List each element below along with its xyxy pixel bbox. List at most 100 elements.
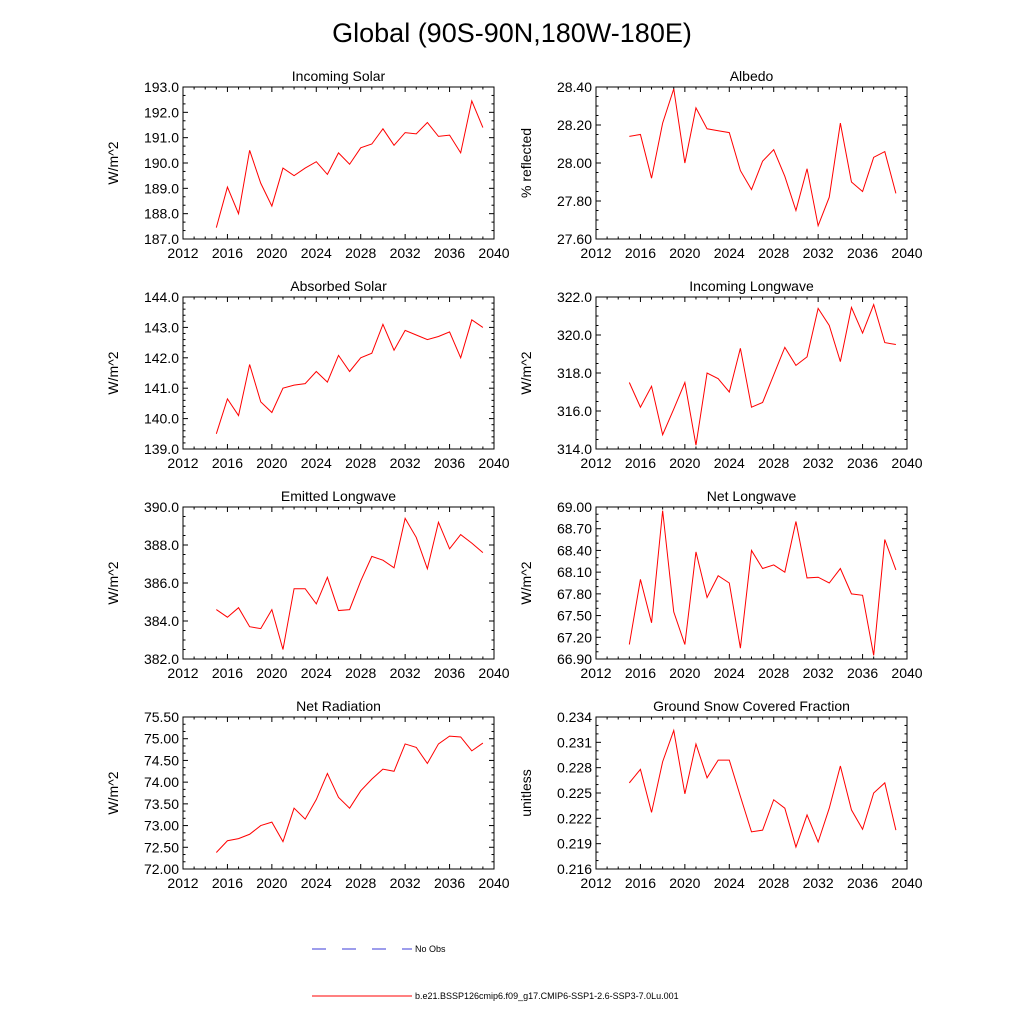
x-tick-label: 2028 [758,245,789,261]
legend: No Obs b.e21.BSSP126cmip6.f09_g17.CMIP6-… [312,944,679,1001]
y-tick-label: 27.60 [557,231,592,247]
y-tick-label: 144.0 [144,289,179,305]
chart-panel: Ground Snow Covered Fraction unitless 2012… [518,698,923,891]
chart-panel: Albedo % reflected 2012 2016 2020 2024 2028 203… [518,68,923,261]
x-tick-label: 2020 [256,455,287,471]
y-axis-label: W/m^2 [105,771,121,814]
x-tick-label: 2016 [212,245,243,261]
legend-obs-label: No Obs [415,944,446,954]
y-tick-label: 190.0 [144,155,179,171]
plot-frame [595,86,908,240]
x-tick-label: 2040 [478,245,509,261]
x-tick-label: 2032 [390,455,421,471]
y-tick-label: 72.00 [144,861,179,877]
x-tick-label: 2012 [167,245,198,261]
y-tick-label: 386.0 [144,575,179,591]
y-tick-label: 189.0 [144,180,179,196]
x-tick-label: 2020 [669,245,700,261]
y-tick-label: 0.225 [557,785,592,801]
y-tick-label: 314.0 [557,441,592,457]
y-tick-label: 68.10 [557,564,592,580]
x-tick-label: 2040 [478,455,509,471]
series-line [628,510,897,656]
x-tick-label: 2024 [301,455,332,471]
x-tick-label: 2020 [256,665,287,681]
panel-title: Incoming Solar [292,68,386,84]
x-tick-label: 2012 [580,875,611,891]
x-tick-label: 2024 [301,875,332,891]
x-tick-label: 2032 [803,875,834,891]
series-line [216,517,484,650]
x-tick-label: 2020 [669,455,700,471]
x-tick-label: 2020 [669,875,700,891]
chart-panel: Net Longwave W/m^2 2012 2016 2020 2024 2028 203… [518,488,923,681]
y-axis-label: W/m^2 [518,561,534,604]
x-tick-label: 2016 [625,875,656,891]
x-tick-label: 2040 [891,665,922,681]
x-tick-label: 2040 [891,245,922,261]
chart-panel: Emitted Longwave W/m^2 2012 2016 2020 2024 202… [105,488,510,681]
panel-title: Incoming Longwave [689,278,814,294]
y-tick-label: 187.0 [144,231,179,247]
y-tick-label: 72.50 [144,839,179,855]
panel-title: Ground Snow Covered Fraction [653,698,850,714]
y-axis-label: % reflected [518,128,534,198]
panels: Incoming Solar W/m^2 2012 2016 2020 2024 2028 2… [105,68,923,891]
y-tick-label: 0.222 [557,810,592,826]
x-tick-label: 2024 [714,875,745,891]
x-tick-label: 2032 [803,245,834,261]
y-tick-label: 67.50 [557,608,592,624]
y-axis-label: W/m^2 [105,351,121,394]
x-tick-label: 2028 [758,455,789,471]
x-tick-label: 2012 [167,665,198,681]
y-axis-label: W/m^2 [105,561,121,604]
chart-panel: Net Radiation W/m^2 2012 2016 2020 2024 2028 20… [105,698,510,891]
x-tick-label: 2036 [434,245,465,261]
x-tick-label: 2036 [847,875,878,891]
plot-frame [182,296,495,450]
x-tick-label: 2024 [301,665,332,681]
y-tick-label: 69.00 [557,499,592,515]
x-tick-label: 2036 [434,455,465,471]
y-tick-label: 68.70 [557,521,592,537]
plot-frame [182,506,495,660]
panel-title: Absorbed Solar [290,278,387,294]
y-tick-label: 316.0 [557,403,592,419]
y-tick-label: 384.0 [144,613,179,629]
x-tick-label: 2036 [847,455,878,471]
x-tick-label: 2040 [891,455,922,471]
x-tick-label: 2024 [301,245,332,261]
y-tick-label: 67.80 [557,586,592,602]
x-tick-label: 2036 [434,875,465,891]
chart-panel: Incoming Longwave W/m^2 2012 2016 2020 2024 20… [518,278,923,471]
x-tick-label: 2012 [580,455,611,471]
y-tick-label: 73.00 [144,818,179,834]
x-tick-label: 2032 [803,665,834,681]
x-tick-label: 2028 [345,245,376,261]
series-line [628,728,897,849]
y-tick-label: 320.0 [557,327,592,343]
x-tick-label: 2012 [167,875,198,891]
series-line [215,99,484,228]
y-tick-label: 139.0 [144,441,179,457]
y-tick-label: 75.00 [144,731,179,747]
x-tick-label: 2040 [891,875,922,891]
legend-model-label: b.e21.BSSP126cmip6.f09_g17.CMIP6-SSP1-2.… [415,991,679,1001]
chart-panel: Absorbed Solar W/m^2 2012 2016 2020 2024 2028 2… [105,278,510,471]
y-tick-label: 141.0 [144,380,179,396]
y-tick-label: 0.216 [557,861,592,877]
y-tick-label: 188.0 [144,206,179,222]
x-tick-label: 2016 [625,455,656,471]
y-tick-label: 68.40 [557,542,592,558]
x-tick-label: 2040 [478,665,509,681]
x-tick-label: 2012 [580,665,611,681]
x-tick-label: 2028 [345,455,376,471]
x-tick-label: 2024 [714,455,745,471]
x-tick-label: 2032 [390,665,421,681]
y-tick-label: 322.0 [557,289,592,305]
y-tick-label: 73.50 [144,796,179,812]
plot-frame [595,506,908,660]
x-tick-label: 2036 [434,665,465,681]
y-tick-label: 28.00 [557,155,592,171]
